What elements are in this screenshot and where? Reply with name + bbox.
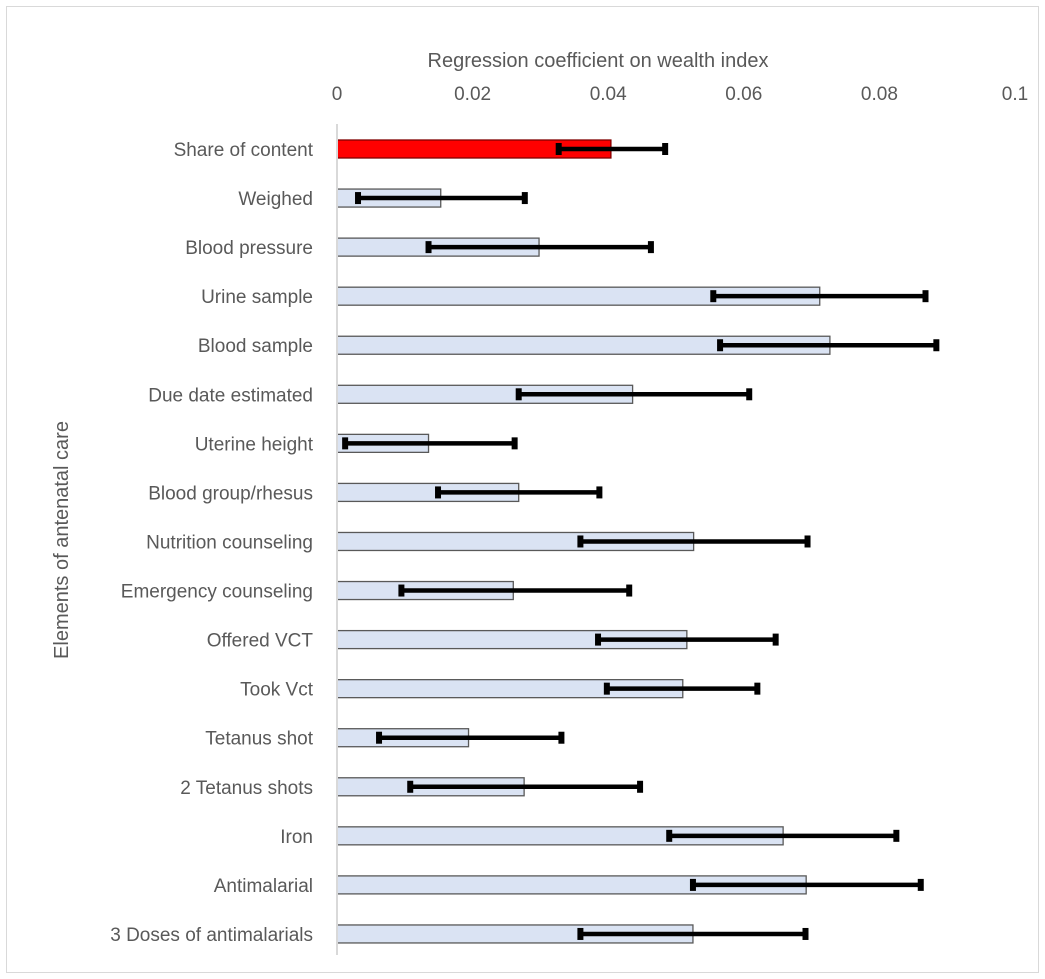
category-label: Iron [280,827,313,848]
y-axis-title: Elements of antenatal care [51,421,73,659]
category-label: Blood group/rhesus [148,483,313,504]
chart-frame [6,6,1039,973]
category-label: Offered VCT [207,631,314,652]
x-tick-label: 0.1 [1002,84,1028,105]
x-tick-label: 0.06 [725,84,762,105]
category-label: Took Vct [240,680,314,701]
category-label: Emergency counseling [121,582,313,603]
category-label: Tetanus shot [205,729,313,750]
x-axis-ticks: 0 0.02 0.04 0.06 0.08 0.1 [332,84,1029,105]
category-label: Antimalarial [214,876,313,897]
bars [336,139,831,944]
category-label: Blood pressure [185,238,313,259]
category-label: Urine sample [201,287,313,308]
x-axis-title: Regression coefficient on wealth index [428,50,769,72]
category-label: 2 Tetanus shots [180,778,313,799]
error-bars [342,143,940,940]
category-label: Nutrition counseling [146,532,313,553]
category-label: 3 Doses of antimalarials [110,925,313,946]
x-tick-label: 0 [332,84,343,105]
category-labels: Share of content Weighed Blood pressure Uri… [110,140,313,946]
category-label: Share of content [174,140,314,161]
x-tick-label: 0.08 [861,84,898,105]
x-tick-label: 0.02 [454,84,491,105]
x-tick-label: 0.04 [590,84,627,105]
category-label: Uterine height [195,434,314,455]
category-label: Due date estimated [148,385,313,406]
category-label: Blood sample [198,336,313,357]
category-label: Weighed [238,189,313,210]
